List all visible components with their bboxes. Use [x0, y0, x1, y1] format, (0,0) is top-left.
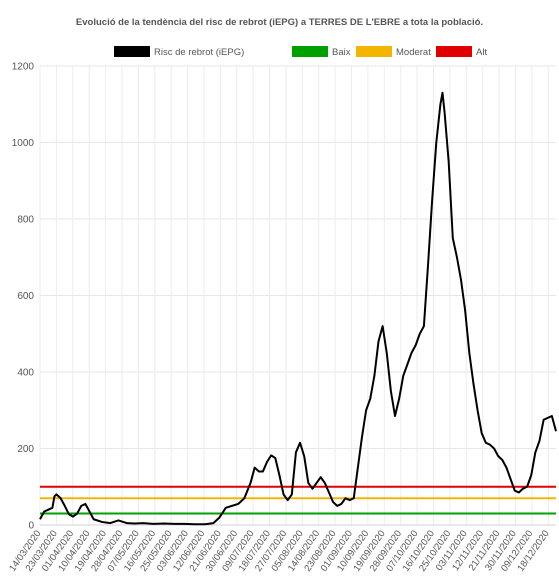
legend-item: Alt [436, 46, 487, 58]
grid-layer [39, 65, 556, 526]
legend-label: Baix [332, 47, 351, 58]
y-tick-label: 0 [28, 521, 34, 532]
legend-item: Moderat [356, 46, 431, 58]
chart-title: Evolució de la tendència del risc de reb… [75, 17, 484, 28]
legend-item: Baix [292, 46, 351, 58]
legend-label: Alt [476, 47, 487, 58]
x-axis-ticks: 14/03/202023/03/202001/04/202010/04/2020… [7, 528, 552, 573]
y-tick-label: 1000 [12, 138, 35, 149]
legend-label: Risc de rebrot (iEPG) [154, 47, 244, 58]
series-line-risc-de-rebrot [39, 91, 557, 526]
legend-swatch [436, 46, 472, 57]
y-tick-label: 200 [17, 444, 34, 455]
y-axis-ticks: 0 200 400 600 800 1000 1200 [12, 62, 35, 532]
y-tick-label: 400 [17, 368, 34, 379]
legend: Risc de rebrot (iEPG) Baix Moderat Alt [114, 46, 487, 58]
legend-swatch [114, 46, 150, 57]
y-tick-label: 1200 [12, 62, 35, 73]
legend-swatch [292, 46, 328, 57]
legend-item: Risc de rebrot (iEPG) [114, 46, 244, 58]
y-tick-label: 600 [17, 291, 34, 302]
legend-swatch [356, 46, 392, 57]
legend-label: Moderat [396, 47, 431, 58]
y-tick-label: 800 [17, 215, 34, 226]
series-layer [39, 91, 557, 526]
